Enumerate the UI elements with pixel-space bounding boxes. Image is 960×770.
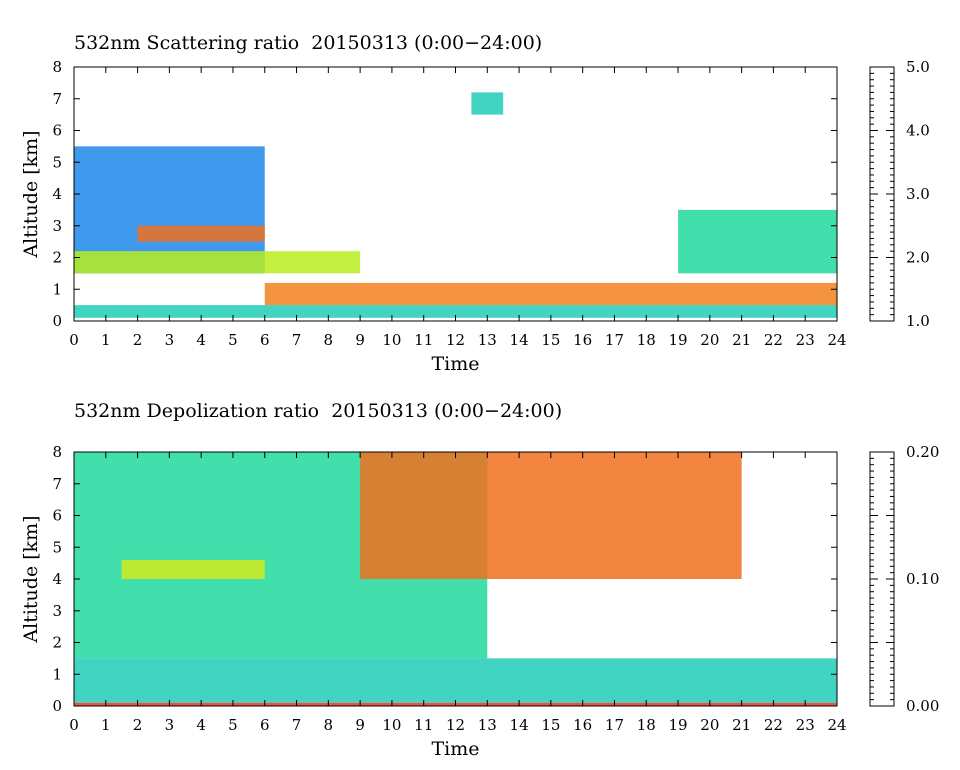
- y-tick-label: 5: [52, 538, 62, 556]
- x-tick-label: 4: [196, 716, 206, 734]
- x-tick-label: 24: [827, 331, 846, 349]
- x-tick-label: 23: [796, 716, 815, 734]
- x-tick-label: 0: [69, 716, 79, 734]
- x-tick-label: 3: [165, 331, 175, 349]
- y-tick-label: 0: [52, 312, 62, 330]
- x-tick-label: 19: [668, 331, 687, 349]
- y-tick-label: 7: [52, 90, 62, 108]
- x-tick-label: 21: [732, 331, 751, 349]
- y-tick-label: 3: [52, 602, 62, 620]
- y-tick-label: 4: [52, 570, 62, 588]
- x-tick-label: 11: [414, 331, 433, 349]
- x-tick-label: 11: [414, 716, 433, 734]
- colorbar-tick-label: 1.0: [906, 312, 930, 330]
- x-tick-label: 21: [732, 716, 751, 734]
- x-tick-label: 1: [101, 331, 111, 349]
- x-tick-label: 6: [260, 716, 270, 734]
- x-tick-label: 16: [573, 716, 592, 734]
- y-tick-label: 2: [52, 634, 62, 652]
- chart-title-scattering: 532nm Scattering ratio 20150313 (0:00−24…: [74, 32, 543, 54]
- x-tick-label: 7: [292, 331, 302, 349]
- y-tick-label: 8: [52, 58, 62, 76]
- y-tick-label: 2: [52, 249, 62, 267]
- x-tick-label: 23: [796, 331, 815, 349]
- heatmap-region-6: [678, 209, 837, 274]
- y-tick-label: 5: [52, 153, 62, 171]
- x-tick-label: 5: [228, 331, 238, 349]
- y-tick-label: 6: [52, 507, 62, 525]
- x-tick-label: 2: [133, 331, 143, 349]
- x-axis-label: Time: [431, 353, 479, 375]
- heatmap-region-3: [264, 282, 837, 306]
- x-tick-label: 1: [101, 716, 111, 734]
- y-tick-label: 0: [52, 697, 62, 715]
- x-tick-label: 10: [382, 331, 401, 349]
- y-axis-label: Altitude [km]: [20, 130, 42, 258]
- x-tick-label: 24: [827, 716, 846, 734]
- x-tick-label: 15: [541, 331, 560, 349]
- x-tick-label: 16: [573, 331, 592, 349]
- heatmap-regions: [74, 92, 837, 318]
- colorbar-tick-label: 3.0: [906, 185, 930, 203]
- heatmap-region-1: [137, 225, 265, 242]
- x-tick-label: 9: [355, 331, 365, 349]
- y-tick-label: 6: [52, 122, 62, 140]
- x-tick-label: 8: [324, 716, 334, 734]
- colorbar-tick-label: 0.10: [906, 570, 939, 588]
- x-tick-label: 9: [355, 716, 365, 734]
- x-tick-label: 13: [478, 716, 497, 734]
- x-tick-label: 2: [133, 716, 143, 734]
- x-tick-label: 18: [637, 331, 656, 349]
- x-tick-label: 7: [292, 716, 302, 734]
- heatmap-region-1: [121, 559, 265, 579]
- x-tick-label: 14: [510, 331, 529, 349]
- heatmap-region-5: [471, 92, 504, 115]
- y-tick-label: 7: [52, 475, 62, 493]
- x-tick-label: 8: [324, 331, 334, 349]
- heatmap-region-2: [74, 251, 361, 274]
- x-tick-label: 13: [478, 331, 497, 349]
- x-tick-label: 6: [260, 331, 270, 349]
- x-axis-label: Time: [431, 738, 479, 760]
- heatmap-region-2: [360, 452, 742, 579]
- x-tick-label: 15: [541, 716, 560, 734]
- depolarization-ratio-chart: 0 1 2 3 4 5 6 7 8 9 10 11 12 13 14 15 16 17 18 19 20 21 22 23 24…: [20, 443, 939, 760]
- x-tick-label: 5: [228, 716, 238, 734]
- x-tick-label: 0: [69, 331, 79, 349]
- heatmap-region-4: [74, 305, 837, 318]
- heatmap-region-3: [74, 658, 837, 703]
- x-tick-label: 12: [446, 716, 465, 734]
- x-tick-label: 14: [510, 716, 529, 734]
- chart-title-depolarization: 532nm Depolization ratio 20150313 (0:00−…: [74, 400, 563, 422]
- colorbar-tick-label: 5.0: [906, 58, 930, 76]
- y-tick-label: 4: [52, 185, 62, 203]
- colorbar-tick-label: 0.00: [906, 697, 939, 715]
- x-tick-label: 3: [165, 716, 175, 734]
- heatmap-regions: [74, 452, 837, 706]
- colorbar-tick-label: 4.0: [906, 122, 930, 140]
- x-tick-label: 17: [605, 716, 624, 734]
- x-tick-label: 20: [700, 716, 719, 734]
- x-tick-label: 10: [382, 716, 401, 734]
- y-tick-label: 3: [52, 217, 62, 235]
- x-tick-label: 4: [196, 331, 206, 349]
- y-tick-label: 1: [52, 280, 62, 298]
- x-tick-label: 19: [668, 716, 687, 734]
- y-tick-label: 1: [52, 665, 62, 683]
- y-tick-label: 8: [52, 443, 62, 461]
- x-tick-label: 12: [446, 331, 465, 349]
- colorbar-tick-label: 2.0: [906, 249, 930, 267]
- x-tick-label: 20: [700, 331, 719, 349]
- scattering-ratio-chart: 0 1 2 3 4 5 6 7 8 9 10 11 12 13 14 15 16 17 18 19 20 21 22 23 24…: [20, 58, 930, 375]
- x-tick-label: 17: [605, 331, 624, 349]
- y-axis-label: Altitude [km]: [20, 515, 42, 643]
- x-tick-label: 18: [637, 716, 656, 734]
- colorbar-tick-label: 0.20: [906, 443, 939, 461]
- x-tick-label: 22: [764, 331, 783, 349]
- x-tick-label: 22: [764, 716, 783, 734]
